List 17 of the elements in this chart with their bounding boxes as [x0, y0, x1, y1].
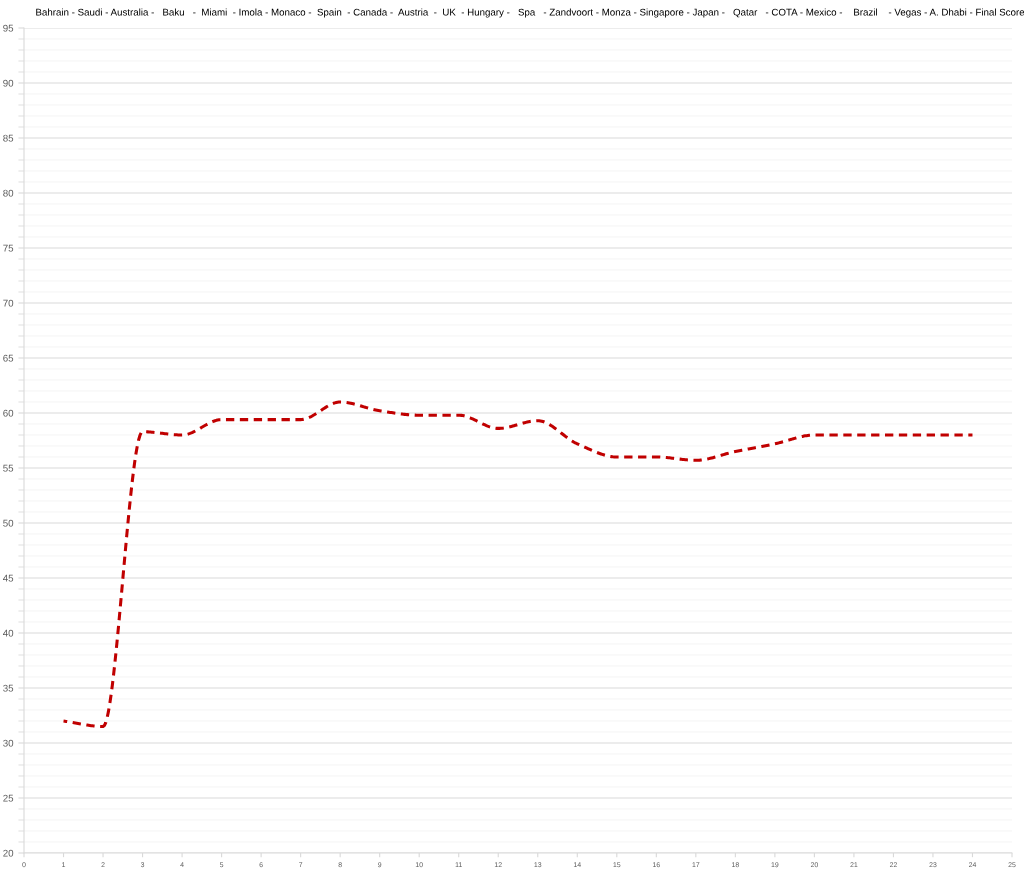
y-tick-label: 60	[3, 409, 14, 417]
y-tick-label: 50	[3, 519, 14, 527]
y-tick-label: 95	[3, 24, 14, 32]
y-tick-label: 90	[3, 79, 14, 87]
y-tick-label: 25	[3, 794, 14, 802]
y-tick-label: 40	[2, 629, 14, 637]
y-tick-label: 70	[3, 299, 14, 307]
y-tick-label: 20	[3, 849, 14, 857]
y-tick-label: 45	[2, 574, 14, 582]
y-tick-label: 65	[3, 354, 14, 362]
y-tick-label: 30	[3, 739, 14, 747]
y-tick-label: 85	[3, 134, 14, 142]
y-tick-label: 55	[3, 464, 14, 472]
y-tick-label: 80	[3, 189, 14, 197]
chart-title: Bahrain - Saudi - Australia - Baku - Miami - Imola - Monaco - Spain - Canada - Austria - UK - Hungary - Spa - Zandvoort - Monza - Singapore - Japan - Qatar - COTA - Mexico - Brazil - Vegas - A. Dhabi - Final Score	[36, 8, 1024, 18]
y-tick-label: 75	[3, 244, 14, 252]
y-tick-label: 35	[3, 684, 14, 692]
